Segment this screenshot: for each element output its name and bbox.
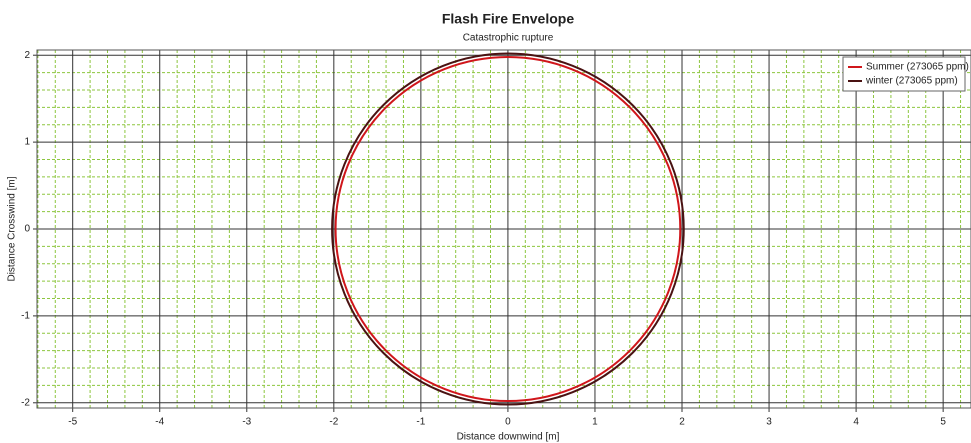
y-tick-label: -2 [21, 397, 30, 408]
x-tick-label: 2 [679, 417, 685, 428]
chart-subtitle: Catastrophic rupture [463, 33, 554, 44]
y-tick-label: 2 [24, 50, 30, 61]
x-tick-label: -5 [68, 417, 77, 428]
x-tick-label: -4 [155, 417, 164, 428]
legend-box [842, 56, 966, 92]
x-tick-label: 5 [940, 417, 946, 428]
x-tick-label: 1 [592, 417, 598, 428]
plot-frame [36, 49, 971, 409]
x-tick-label: -1 [416, 417, 425, 428]
chart-title: Flash Fire Envelope [442, 11, 574, 27]
envelope [334, 55, 682, 403]
x-axis-label: Distance downwind [m] [457, 432, 560, 443]
y-tick-label: -1 [21, 311, 30, 322]
x-tick-label: -3 [242, 417, 251, 428]
legend-label: winter (273065 ppm) [865, 76, 958, 87]
y-tick-label: 1 [24, 137, 30, 148]
y-tick-label: 0 [24, 224, 30, 235]
x-tick-label: 3 [766, 417, 772, 428]
envelope [331, 52, 685, 406]
x-tick-label: 4 [853, 417, 859, 428]
x-tick-label: -2 [329, 417, 338, 428]
x-tick-label: 0 [505, 417, 511, 428]
legend-label: Summer (273065 ppm) [866, 62, 969, 73]
y-axis-label: Distance Crosswind [m] [7, 176, 18, 281]
